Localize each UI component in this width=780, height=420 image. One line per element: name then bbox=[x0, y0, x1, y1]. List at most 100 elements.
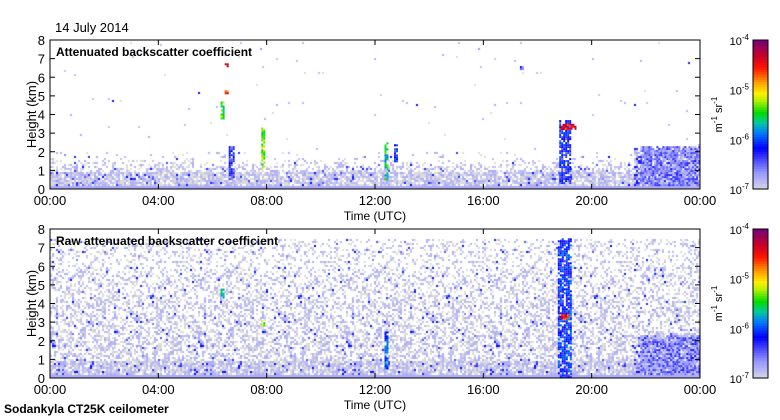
heatmap-feature-cell bbox=[386, 349, 389, 352]
heatmap-feature-cell bbox=[654, 160, 657, 163]
heatmap-feature-cell bbox=[698, 184, 701, 187]
colorbar-segment bbox=[753, 114, 768, 118]
heatmap-feature-cell bbox=[569, 240, 572, 243]
heatmap-feature-cell bbox=[561, 354, 564, 357]
heatmap-feature-cell bbox=[692, 150, 695, 153]
heatmap-feature-cell bbox=[674, 359, 677, 362]
heatmap-feature-cell bbox=[561, 176, 564, 179]
heatmap-feature-cell bbox=[676, 152, 679, 155]
heatmap-feature-cell bbox=[567, 240, 570, 243]
heatmap-feature-cell bbox=[563, 344, 566, 347]
heatmap-feature-cell bbox=[672, 156, 675, 159]
heatmap-feature-cell bbox=[672, 371, 675, 374]
colorbar-tick-label: 10-5 bbox=[730, 83, 750, 98]
heatmap-feature-cell bbox=[640, 343, 643, 346]
heatmap-feature-cell bbox=[676, 178, 679, 181]
heatmap-feature-cell bbox=[263, 149, 266, 152]
heatmap-feature-cell bbox=[658, 337, 661, 340]
heatmap-feature-cell bbox=[666, 335, 669, 338]
heatmap-feature-cell bbox=[561, 304, 564, 307]
colorbar-segment bbox=[753, 318, 768, 322]
heatmap-feature-cell bbox=[684, 174, 687, 177]
heatmap-feature-cell bbox=[690, 365, 693, 368]
heatmap-feature-cell bbox=[656, 168, 659, 171]
heatmap-feature-cell bbox=[688, 156, 691, 159]
heatmap-feature-cell bbox=[690, 184, 693, 187]
heatmap-feature-cell bbox=[668, 154, 671, 157]
heatmap-feature-cell bbox=[384, 355, 387, 358]
heatmap-feature-cell bbox=[684, 180, 687, 183]
heatmap-feature-cell bbox=[642, 170, 645, 173]
heatmap-feature-cell bbox=[565, 170, 568, 173]
colorbar-segment bbox=[753, 348, 768, 352]
heatmap-feature-cell bbox=[688, 357, 691, 360]
heatmap-feature-cell bbox=[570, 125, 573, 128]
heatmap-feature-cell bbox=[384, 351, 387, 354]
heatmap-feature-cell bbox=[654, 341, 657, 344]
heatmap-feature-cell bbox=[559, 260, 562, 263]
heatmap-feature-cell bbox=[570, 123, 573, 126]
heatmap-feature-cell bbox=[696, 367, 699, 370]
heatmap-feature-cell bbox=[642, 359, 645, 362]
heatmap-feature-cell bbox=[676, 154, 679, 157]
heatmap-feature-cell bbox=[567, 322, 570, 325]
heatmap-feature-cell bbox=[565, 294, 568, 297]
heatmap-feature-cell bbox=[648, 373, 651, 376]
heatmap-feature-cell bbox=[680, 337, 683, 340]
heatmap-feature-cell bbox=[569, 268, 572, 271]
heatmap-feature-cell bbox=[646, 160, 649, 163]
heatmap-feature-cell bbox=[662, 365, 665, 368]
heatmap-feature-cell bbox=[660, 178, 663, 181]
heatmap-feature-cell bbox=[660, 363, 663, 366]
heatmap-feature-cell bbox=[642, 341, 645, 344]
heatmap-feature-cell bbox=[646, 341, 649, 344]
heatmap-feature-cell bbox=[678, 146, 681, 149]
tick-exponent: -7 bbox=[742, 182, 750, 191]
heatmap-feature-cell bbox=[656, 158, 659, 161]
heatmap-feature-cell bbox=[686, 164, 689, 167]
heatmap-feature-cell bbox=[642, 343, 645, 346]
heatmap-feature-cell bbox=[565, 350, 568, 353]
heatmap-feature-cell bbox=[666, 337, 669, 340]
heatmap-feature-cell bbox=[664, 351, 667, 354]
y-tick-label: 6 bbox=[38, 259, 45, 274]
heatmap-feature-cell bbox=[676, 168, 679, 171]
heatmap-feature-cell bbox=[563, 140, 566, 143]
heatmap-feature-cell bbox=[692, 164, 695, 167]
heatmap-feature-cell bbox=[676, 156, 679, 159]
heatmap-feature-cell bbox=[688, 341, 691, 344]
colorbar-segment bbox=[753, 278, 768, 282]
heatmap-feature-cell bbox=[561, 313, 564, 316]
heatmap-feature-cell bbox=[672, 170, 675, 173]
heatmap-feature-cell bbox=[394, 150, 396, 153]
heatmap-feature-cell bbox=[656, 373, 659, 376]
heatmap-feature-cell bbox=[569, 144, 572, 147]
heatmap-feature-cell bbox=[567, 138, 570, 141]
heatmap-feature-cell bbox=[646, 166, 649, 169]
heatmap-feature-cell bbox=[680, 361, 683, 364]
heatmap-feature-cell bbox=[567, 178, 570, 181]
heatmap-feature-cell bbox=[230, 154, 233, 157]
heatmap-feature-cell bbox=[563, 182, 566, 185]
heatmap-feature-cell bbox=[261, 324, 264, 327]
heatmap-feature-cell bbox=[684, 339, 687, 342]
heatmap-feature-cell bbox=[568, 127, 571, 130]
heatmap-feature-cell bbox=[384, 150, 387, 153]
heatmap-feature-cell bbox=[688, 371, 691, 374]
heatmap-feature-cell bbox=[557, 332, 560, 335]
heatmap-feature-cell bbox=[563, 172, 566, 175]
heatmap-feature-cell bbox=[396, 144, 398, 147]
heatmap-feature-cell bbox=[666, 359, 669, 362]
heatmap-feature-cell bbox=[676, 355, 679, 358]
heatmap-feature-cell bbox=[567, 324, 570, 327]
x-axis-label: Time (UTC) bbox=[344, 398, 406, 412]
heatmap-feature-cell bbox=[692, 158, 695, 161]
heatmap-feature-cell bbox=[696, 343, 699, 346]
heatmap-feature-cell bbox=[565, 308, 568, 311]
heatmap-feature-cell bbox=[561, 352, 564, 355]
heatmap-feature-cell bbox=[698, 152, 701, 155]
heatmap-feature-cell bbox=[642, 148, 645, 151]
heatmap-feature-cell bbox=[690, 170, 693, 173]
heatmap-feature-cell bbox=[686, 172, 689, 175]
heatmap-feature-cell bbox=[569, 238, 572, 241]
